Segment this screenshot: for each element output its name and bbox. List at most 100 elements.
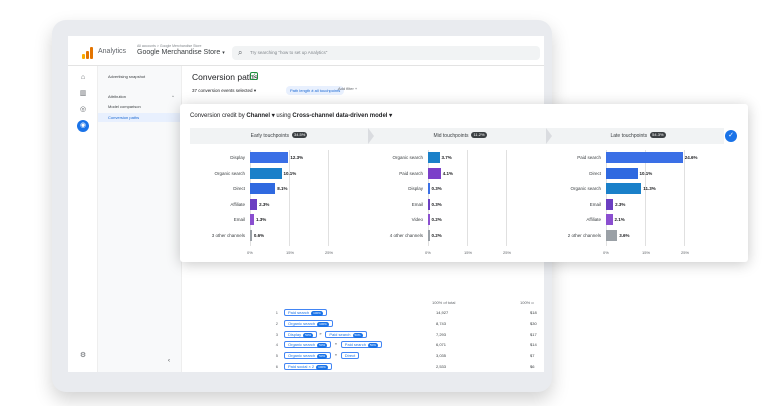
- touchpoint-late[interactable]: Late touchpoints 54.3%: [552, 128, 724, 144]
- path-step[interactable]: Paid search 50%: [340, 341, 382, 349]
- path-step-label: Paid search: [329, 331, 351, 337]
- bar[interactable]: [250, 229, 252, 241]
- path-step-label: Paid search: [344, 342, 366, 348]
- path-step-label: Display: [288, 331, 302, 337]
- category-label: Organic search: [570, 186, 601, 191]
- events-selector[interactable]: 37 conversion events selected ▾: [192, 88, 256, 94]
- model-selector[interactable]: Cross-channel data-driven model ▾: [292, 113, 392, 119]
- add-filter-button[interactable]: Add filter +: [338, 86, 358, 91]
- chevron-up-icon[interactable]: ^: [172, 94, 174, 99]
- path-step-share: 50%: [352, 332, 363, 338]
- path-step[interactable]: Paid social × 2 100%: [284, 363, 332, 370]
- axis-tick-label: 15%: [286, 250, 295, 255]
- table-row[interactable]: 1 Paid search 100% 14,927 $18: [268, 308, 544, 318]
- axis-tick-label: 25%: [503, 250, 512, 255]
- advertising-icon[interactable]: ◉: [77, 120, 89, 132]
- subnav-section[interactable]: Attribution: [108, 94, 127, 99]
- category-label: 2 other channels: [567, 232, 601, 238]
- conversions-value: 2,533: [436, 364, 447, 369]
- filter-chip[interactable]: Path length ≠ all touchpoints: [286, 86, 345, 95]
- sidebar-item-model-comparison[interactable]: Model comparison: [108, 104, 141, 109]
- search-input[interactable]: ⌕ Try searching "how to set up Analytics…: [232, 46, 540, 60]
- path-step[interactable]: Organic search 50%: [284, 352, 332, 360]
- conversions-value: 3,035: [436, 353, 447, 359]
- touchpoint-share-badge: 34.5%: [292, 132, 308, 138]
- breadcrumb[interactable]: All accounts > Google Merchandise Store: [137, 44, 202, 48]
- path-step[interactable]: Paid search 100%: [284, 309, 327, 316]
- dimension-label: Channel: [246, 113, 271, 119]
- chevron-down-icon: ▾: [253, 88, 257, 93]
- bar[interactable]: [606, 214, 613, 225]
- bar[interactable]: [250, 198, 258, 210]
- category-label: Affiliate: [586, 217, 601, 222]
- subnav-heading[interactable]: Advertising snapshot: [108, 74, 146, 79]
- bar[interactable]: [606, 167, 638, 179]
- explore-icon[interactable]: ◎: [79, 106, 87, 113]
- category-label: Direct: [589, 170, 601, 176]
- bar[interactable]: [428, 229, 430, 241]
- touchpoint-bar: Early touchpoints 34.5% Mid touchpoints 11…: [190, 128, 724, 144]
- bar[interactable]: [250, 167, 282, 179]
- data-label: 0.3%: [431, 201, 442, 207]
- path-step-label: Organic search: [288, 342, 316, 348]
- bar[interactable]: [606, 152, 683, 163]
- table-row[interactable]: 4 Organic search 50%» Paid search 50% 6,071 $1…: [268, 340, 544, 350]
- dimension-selector[interactable]: Channel ▾: [246, 113, 274, 119]
- card-title: Conversion credit by Channel ▾ using Cro…: [190, 112, 392, 119]
- gridline: [428, 150, 429, 246]
- data-label: 4.1%: [442, 170, 454, 176]
- bar[interactable]: [606, 198, 614, 210]
- settings-icon[interactable]: ⚙: [79, 352, 87, 359]
- bar[interactable]: [250, 152, 289, 163]
- category-label: Email: [233, 217, 245, 222]
- touchpoint-label: Late touchpoints: [610, 133, 648, 139]
- sidebar-item-conversion-paths[interactable]: Conversion paths: [98, 113, 182, 122]
- bar[interactable]: [428, 214, 430, 225]
- path-step[interactable]: Display 50%: [284, 330, 318, 338]
- check-circle-icon[interactable]: ✓: [725, 130, 737, 142]
- table-row[interactable]: 5 Organic search 50%» Direct 3,035 $7: [268, 351, 544, 361]
- table-row[interactable]: 3 Display 50%» Paid search 50% 7,293 $17: [268, 330, 544, 340]
- reports-icon[interactable]: ▥: [79, 90, 87, 97]
- touchpoint-label: Early touchpoints: [250, 133, 289, 139]
- bar[interactable]: [428, 152, 440, 163]
- home-icon[interactable]: ⌂: [80, 74, 86, 81]
- data-label: 3.6%: [619, 232, 630, 238]
- path-step-label: Direct: [344, 353, 356, 359]
- data-label: 10.1%: [283, 170, 297, 176]
- bar[interactable]: [250, 214, 255, 225]
- bar[interactable]: [606, 183, 642, 194]
- path-step[interactable]: Organic search 50%: [284, 341, 332, 349]
- path-step-label: Paid social × 2: [288, 364, 315, 369]
- bar[interactable]: [428, 183, 430, 194]
- data-label: 12.3%: [290, 155, 304, 160]
- category-label: Display: [408, 186, 423, 191]
- bar[interactable]: [428, 167, 441, 179]
- column-header-revenue: 100% o: [520, 300, 534, 305]
- path-step[interactable]: Paid search 50%: [325, 330, 367, 338]
- table-row[interactable]: 2 Organic search 100% 8,743 $30: [268, 319, 544, 329]
- gridline: [467, 150, 468, 246]
- path-step-label: Organic search: [288, 353, 316, 359]
- row-number: 5: [275, 353, 278, 359]
- bar[interactable]: [250, 183, 276, 194]
- table-row[interactable]: 6 Paid social × 2 100% 2,533 $6: [268, 362, 544, 372]
- chevron-right-icon: »: [319, 330, 322, 336]
- row-number: 1: [275, 310, 278, 315]
- path-step[interactable]: Organic search 100%: [284, 319, 333, 327]
- data-label: 2.1%: [614, 217, 625, 222]
- bar[interactable]: [606, 229, 618, 241]
- category-label: Paid search: [399, 170, 423, 176]
- path-step-share: 50%: [317, 354, 328, 360]
- left-rail: ⌂ ▥ ◎ ◉ ⚙: [68, 66, 98, 372]
- bar-chart-mid-touchpoints: 0% 15% 25% Organic search 3.7% Paid search 4.1…: [366, 150, 536, 260]
- path-step-share: 50%: [367, 343, 378, 349]
- touchpoint-mid[interactable]: Mid touchpoints 11.2%: [374, 128, 546, 144]
- chevron-right-icon: »: [334, 352, 338, 358]
- axis-tick-label: 15%: [464, 250, 473, 255]
- collapse-icon[interactable]: ‹: [168, 358, 170, 364]
- property-selector[interactable]: Google Merchandise Store ▾: [137, 49, 225, 56]
- path-step[interactable]: Direct: [340, 352, 360, 360]
- touchpoint-early[interactable]: Early touchpoints 34.5%: [190, 128, 368, 144]
- bar[interactable]: [428, 198, 430, 210]
